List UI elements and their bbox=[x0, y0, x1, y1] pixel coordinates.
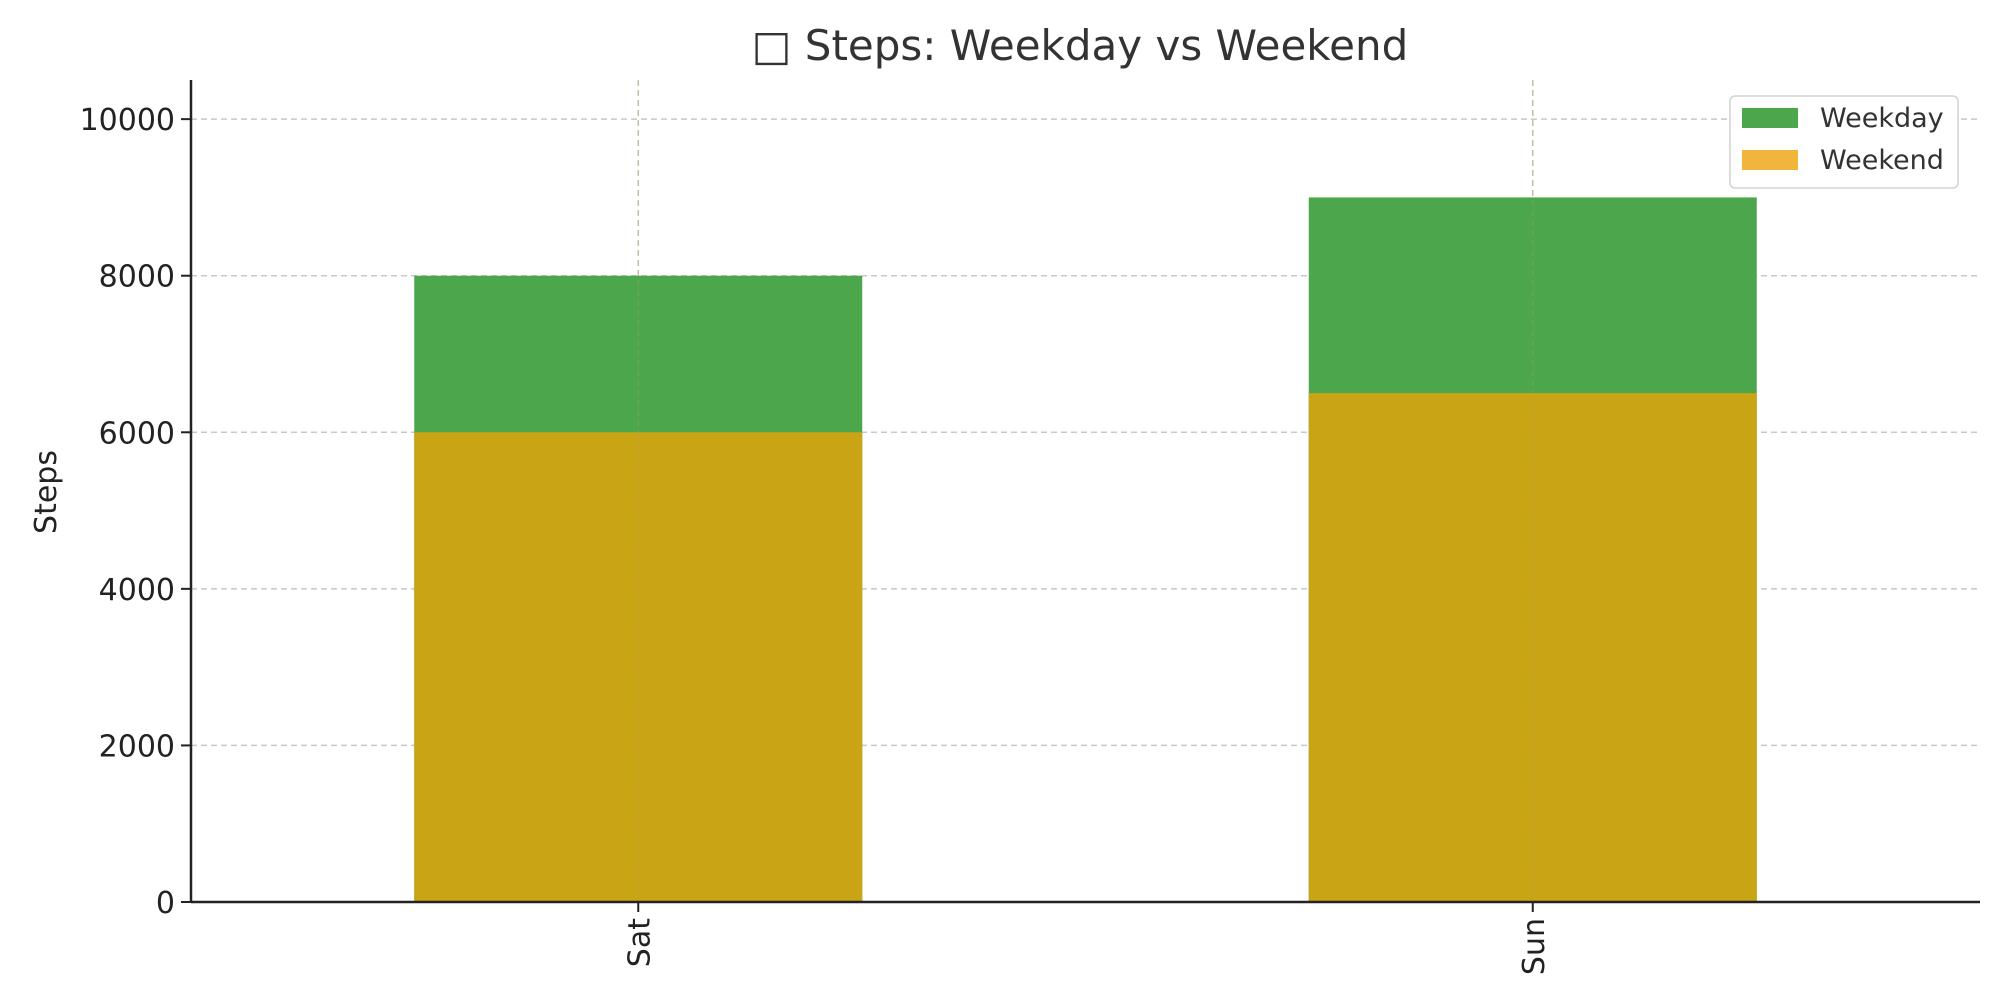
legend-swatch-weekday bbox=[1742, 108, 1798, 128]
y-tick-label: 4000 bbox=[99, 573, 175, 608]
y-tick-label: 2000 bbox=[99, 729, 175, 764]
bar-weekend-sat bbox=[414, 432, 863, 902]
x-tick-label: Sun bbox=[1517, 918, 1552, 975]
legend-label-weekday: Weekday bbox=[1820, 103, 1944, 134]
y-tick-label: 8000 bbox=[99, 260, 175, 295]
legend-swatch-weekend bbox=[1742, 150, 1798, 170]
chart-title: □ Steps: Weekday vs Weekend bbox=[752, 21, 1409, 70]
y-tick-label: 0 bbox=[156, 886, 175, 921]
bars-layer bbox=[414, 80, 1757, 902]
y-tick-label: 10000 bbox=[80, 103, 175, 138]
y-tick-label: 6000 bbox=[99, 416, 175, 451]
y-axis-label: Steps bbox=[29, 450, 64, 534]
legend: Weekday Weekend bbox=[1729, 95, 1959, 189]
legend-label-weekend: Weekend bbox=[1820, 145, 1944, 176]
bar-weekend-sun bbox=[1308, 393, 1757, 902]
axes-layer: 0 2000 4000 6000 8000 10000 Sat Sun bbox=[80, 80, 1980, 975]
x-tick-label: Sat bbox=[622, 918, 657, 967]
